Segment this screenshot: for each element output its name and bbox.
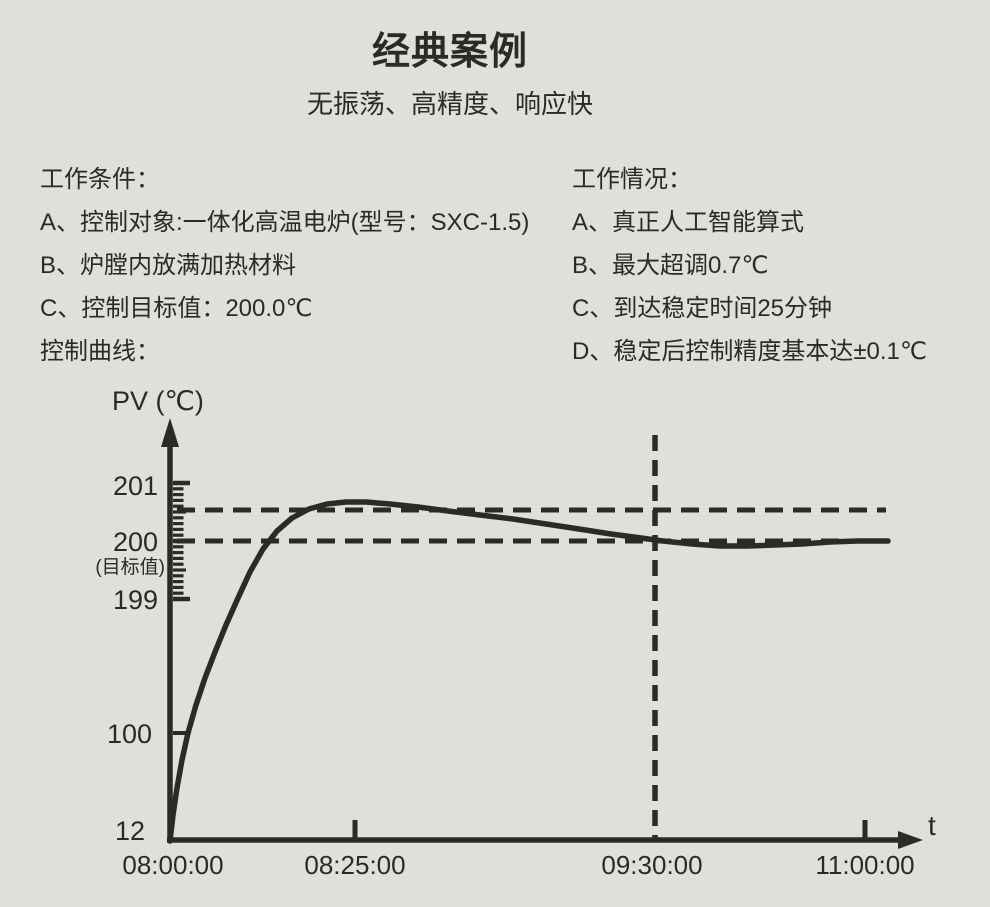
x-tick-label-110000: 11:00:00 (815, 850, 915, 880)
x-axis-arrow-icon (898, 831, 923, 849)
target-value-note: (目标值) (95, 557, 165, 578)
y-tick-label-199: 199 (112, 585, 158, 615)
condition-item-c: C、控制目标值：200.0℃ (40, 295, 313, 322)
y-tick-label-201: 201 (112, 471, 158, 501)
y-tick-label-100: 100 (106, 719, 152, 749)
x-tick-label-080000: 08:00:00 (122, 850, 224, 880)
y-axis-ruler-ticks (173, 480, 190, 602)
result-item-c: C、到达稳定时间25分钟 (572, 295, 833, 322)
result-item-a: A、真正人工智能算式 (572, 209, 805, 236)
control-curve-caption: 控制曲线： (40, 338, 160, 365)
condition-item-b: B、炉膛内放满加热材料 (40, 252, 297, 279)
pv-curve (167, 499, 891, 844)
x-axis-title: t (928, 810, 936, 841)
y-tick-label-200: 200 (112, 527, 158, 557)
y-tick-label-12: 12 (114, 816, 145, 846)
page-subtitle: 无振荡、高精度、响应快 (306, 89, 593, 119)
working-results-heading: 工作情况： (572, 166, 692, 193)
x-tick-label-082500: 08:25:00 (304, 850, 406, 880)
working-conditions-heading: 工作条件： (40, 166, 160, 193)
condition-item-a: A、控制对象:一体化高温电炉(型号：SXC-1.5) (40, 209, 530, 236)
result-item-b: B、最大超调0.7℃ (572, 252, 769, 279)
y-axis-arrow-icon (161, 418, 179, 447)
y-axis-title: PV (℃) (112, 386, 204, 416)
working-conditions: 工作条件： A、控制对象:一体化高温电炉(型号：SXC-1.5) B、炉膛内放满… (40, 158, 529, 373)
x-tick-label-093000: 09:30:00 (601, 850, 703, 880)
result-item-d: D、稳定后控制精度基本达±0.1℃ (572, 338, 927, 365)
working-results: 工作情况： A、真正人工智能算式 B、最大超调0.7℃ C、到达稳定时间25分钟… (572, 158, 927, 373)
page-title: 经典案例 (371, 31, 528, 73)
